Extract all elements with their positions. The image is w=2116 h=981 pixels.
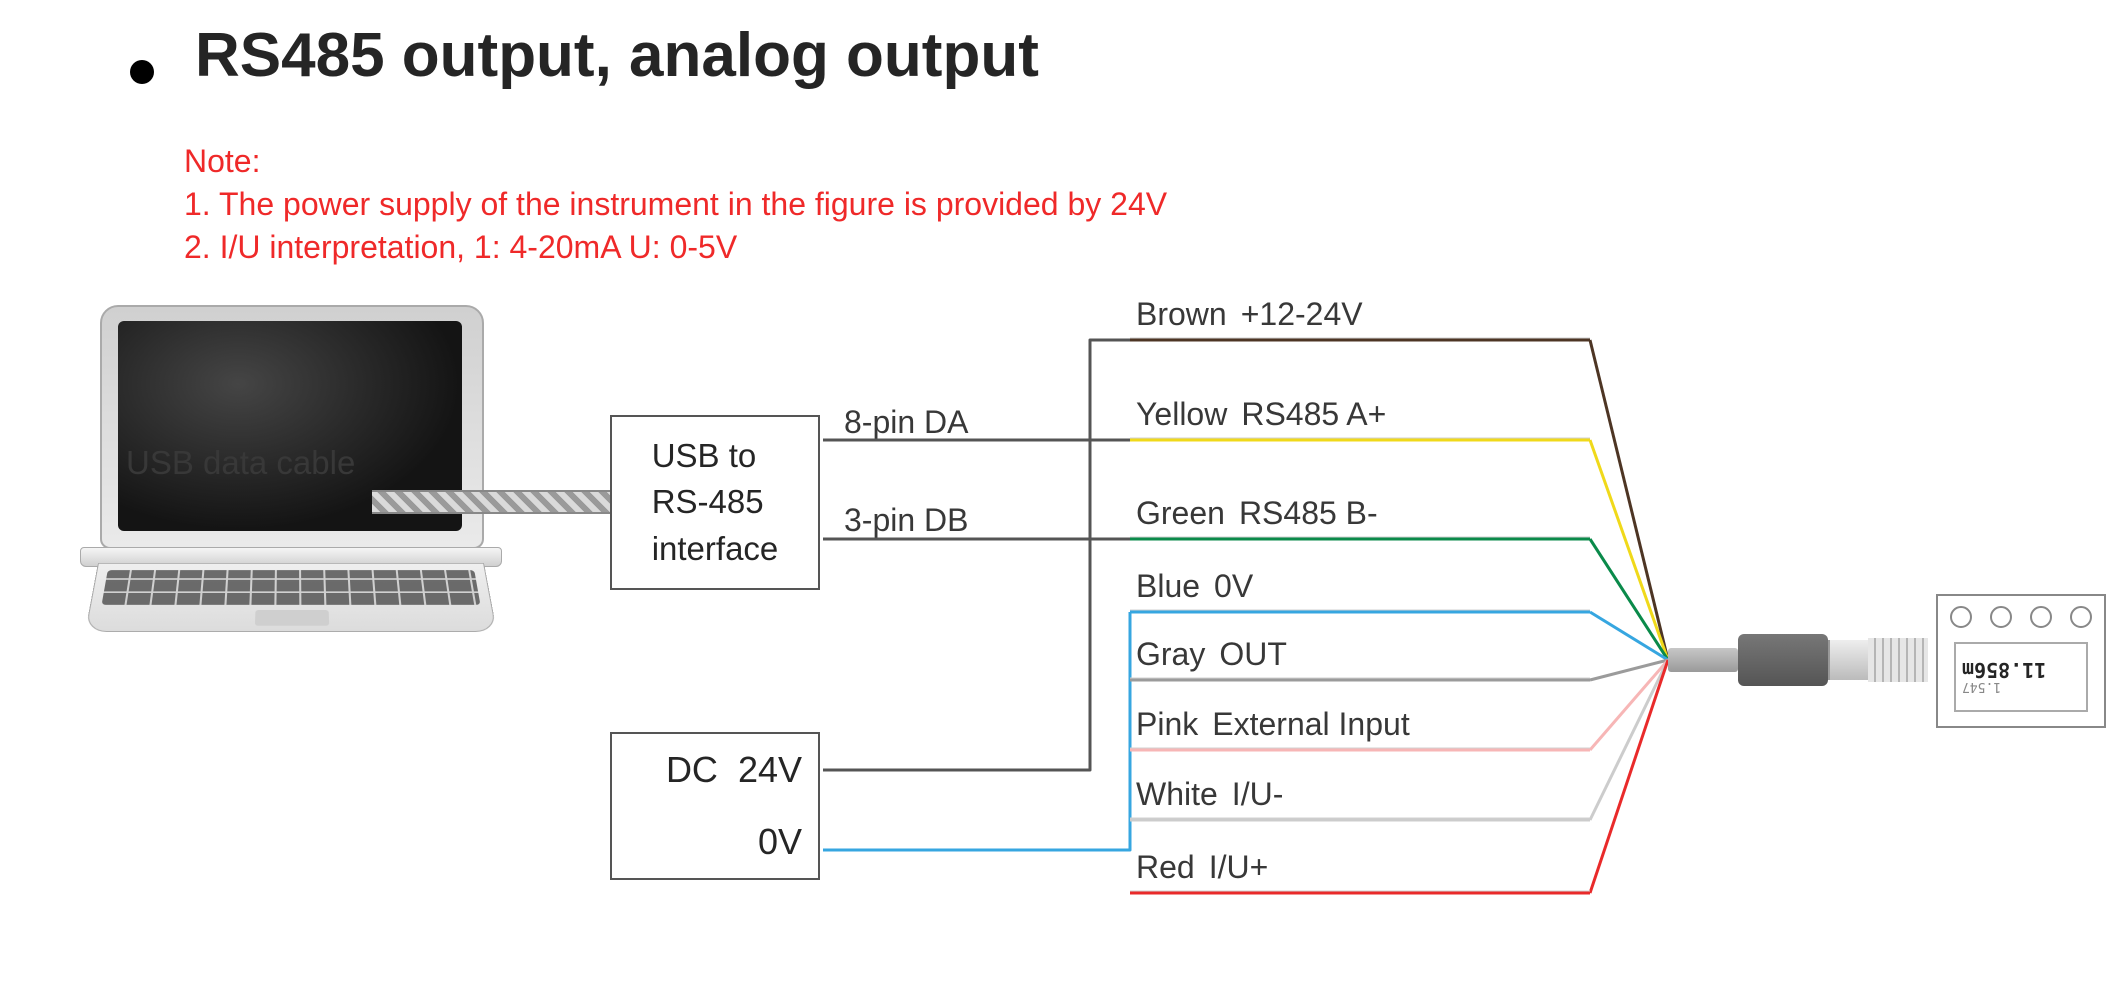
screw-icon [2070, 606, 2092, 628]
title-bullet [130, 60, 154, 84]
wire-label-pink: PinkExternal Input [1136, 706, 1410, 743]
usb-rs485-text: USB to RS-485 interface [652, 433, 779, 572]
usb-rs485-box: USB to RS-485 interface [610, 415, 820, 590]
power-supply-box: DC 24V 0V [610, 732, 820, 880]
sensor-device: 1.547 11.856m [1936, 594, 2106, 728]
note-block: Note: 1. The power supply of the instrum… [184, 140, 1167, 270]
usb-cable [372, 490, 610, 514]
wire-label-white: WhiteI/U- [1136, 776, 1283, 813]
pin-db-label: 3-pin DB [844, 502, 969, 539]
power-0v-text: 0V [758, 821, 802, 863]
wire-label-red: RedI/U+ [1136, 849, 1268, 886]
wire-label-green: GreenRS485 B- [1136, 495, 1378, 532]
diagram-title: RS485 output, analog output [195, 20, 1039, 91]
wiring-diagram: RS485 output, analog output Note: 1. The… [0, 0, 2116, 981]
laptop-illustration [40, 305, 540, 665]
usb-cable-label: USB data cable [126, 444, 355, 482]
power-24v-text: DC 24V [666, 749, 802, 791]
wire-label-gray: GrayOUT [1136, 636, 1287, 673]
pin-da-label: 8-pin DA [844, 404, 969, 441]
wire-label-blue: Blue0V [1136, 568, 1253, 605]
screw-icon [1950, 606, 1972, 628]
lcd-main: 11.856m [1962, 661, 2046, 681]
lcd-small: 1.547 [1962, 681, 2001, 694]
screw-icon [2030, 606, 2052, 628]
device-lcd: 1.547 11.856m [1954, 642, 2088, 712]
screw-icon [1990, 606, 2012, 628]
wire-label-brown: Brown+12-24V [1136, 296, 1363, 333]
connector-plug [1668, 630, 1928, 690]
wire-label-yellow: YellowRS485 A+ [1136, 396, 1386, 433]
